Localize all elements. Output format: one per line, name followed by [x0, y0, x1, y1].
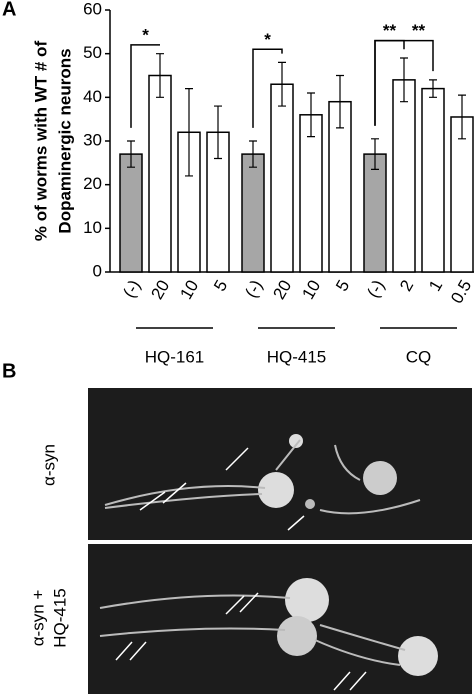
significance-bracket	[374, 39, 434, 126]
image-label: HQ-415	[50, 588, 69, 648]
x-tick-label: 0.5	[447, 277, 474, 307]
group-label: CQ	[406, 347, 432, 366]
image-label: α-syn +	[28, 590, 47, 647]
bar	[363, 153, 387, 273]
x-tick-label: (-)	[119, 277, 144, 301]
error-bar	[458, 94, 466, 140]
bar	[148, 74, 172, 273]
y-tick-label: 10	[83, 218, 102, 237]
panel-label: B	[2, 360, 16, 382]
x-tick-label: 2	[396, 277, 417, 295]
bar	[241, 153, 265, 273]
significance-label: *	[142, 25, 149, 44]
significance-label: **	[412, 21, 426, 40]
group-label: HQ-415	[267, 347, 327, 366]
x-tick-label: 5	[332, 277, 353, 295]
bar	[270, 83, 294, 273]
y-tick-label: 30	[83, 130, 102, 149]
bar	[392, 79, 416, 273]
y-tick-label: 60	[83, 0, 102, 18]
x-tick-label: 10	[176, 277, 202, 303]
x-tick-label: 1	[425, 277, 446, 295]
group-label: HQ-161	[145, 347, 205, 366]
x-tick-label: (-)	[363, 277, 388, 301]
x-tick-label: 10	[298, 277, 324, 303]
bar	[450, 116, 474, 273]
error-bar	[429, 79, 437, 98]
micrograph	[88, 544, 472, 694]
bar	[119, 153, 143, 273]
error-bar	[127, 140, 135, 168]
error-bar	[400, 57, 408, 103]
bar	[299, 114, 323, 273]
x-tick-label: 20	[269, 277, 295, 303]
x-tick-label: 20	[147, 277, 173, 303]
y-tick-label: 20	[83, 174, 102, 193]
panel-label: A	[2, 0, 16, 20]
significance-bracket	[130, 44, 160, 128]
significance-label: **	[383, 21, 397, 40]
y-tick-label: 50	[83, 43, 102, 62]
bar	[421, 87, 445, 273]
error-bar	[278, 61, 286, 107]
y-tick-label: 0	[93, 261, 102, 280]
y-axis-label: % of worms with WT # of	[31, 41, 50, 242]
error-bar	[371, 138, 379, 170]
image-label: α-syn	[39, 444, 58, 486]
error-bar	[185, 88, 193, 177]
error-bar	[214, 105, 222, 160]
error-bar	[249, 140, 257, 168]
significance-label: *	[264, 30, 271, 49]
error-bar	[156, 53, 164, 98]
y-tick-label: 40	[83, 87, 102, 106]
error-bar	[307, 92, 315, 138]
micrograph	[88, 388, 472, 540]
y-axis-label: Dopaminergic neurons	[55, 48, 74, 233]
x-tick-label: (-)	[241, 277, 266, 301]
error-bar	[336, 74, 344, 129]
x-tick-label: 5	[210, 277, 231, 295]
significance-bracket	[252, 48, 283, 128]
